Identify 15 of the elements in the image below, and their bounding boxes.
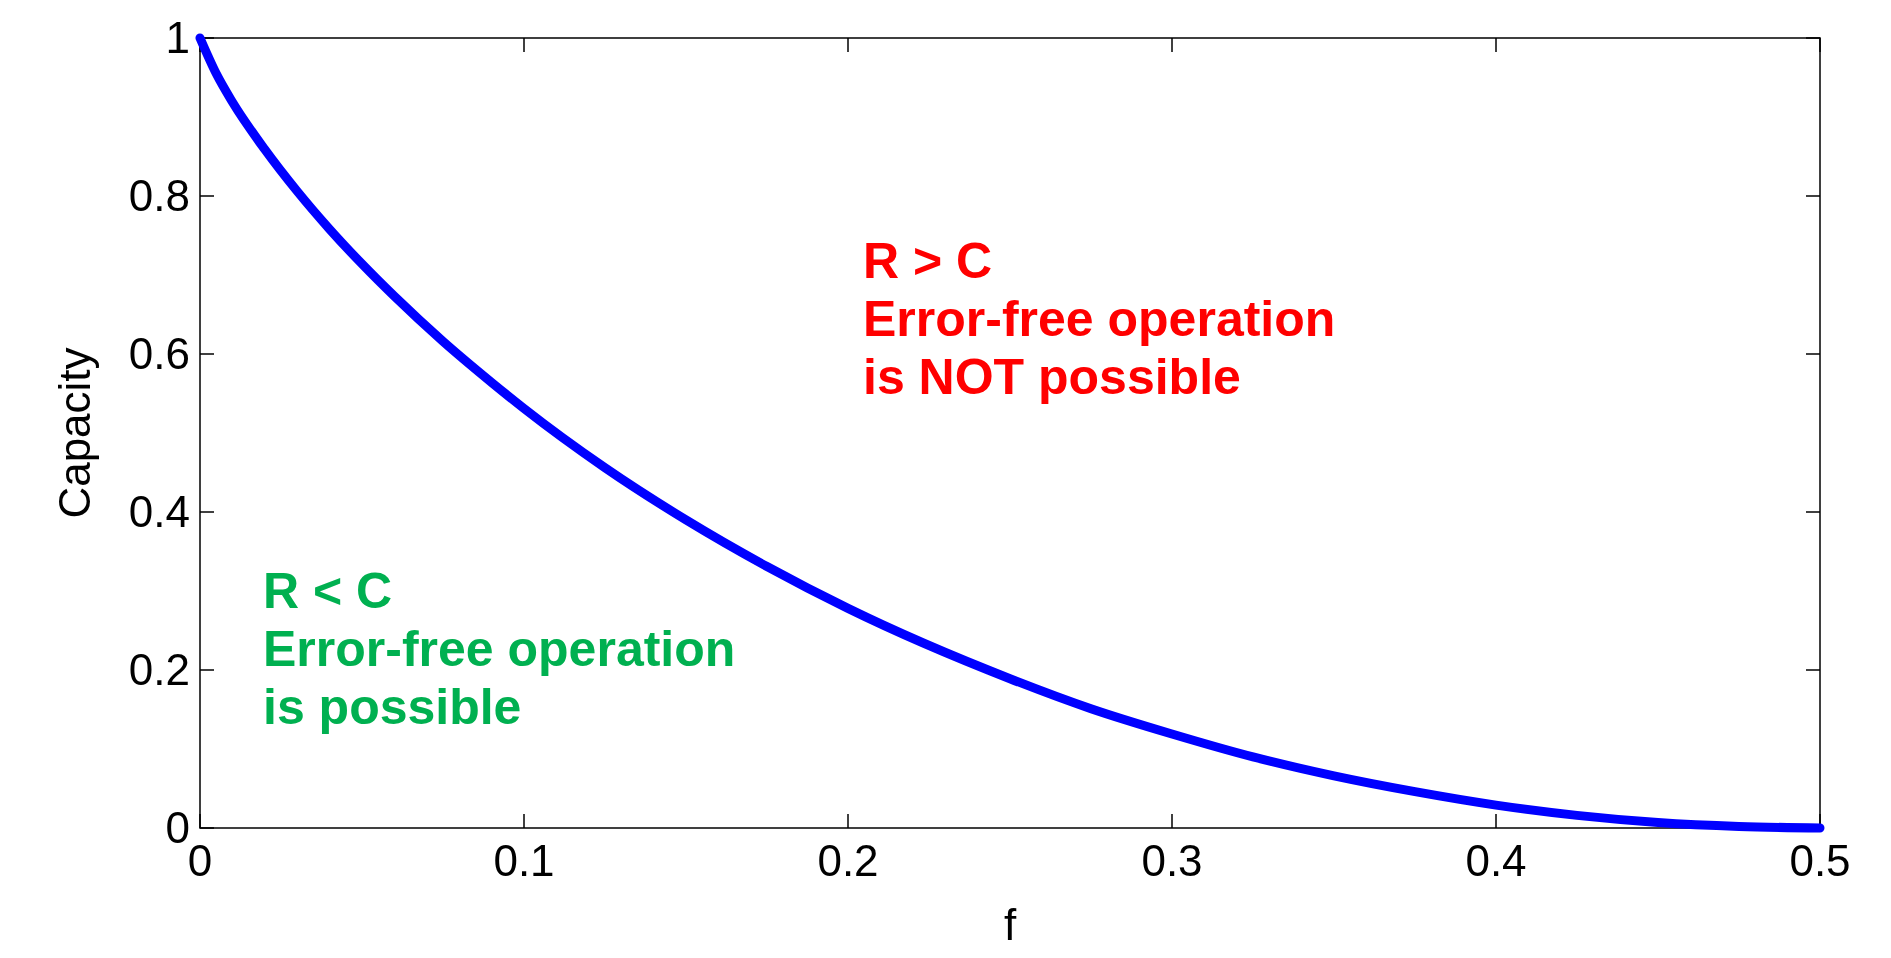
annotation: R > C Error-free operation is NOT possible [863, 233, 1336, 405]
y-axis-title: Capacity [50, 347, 99, 519]
y-tick-label: 0.8 [128, 171, 190, 221]
y-tick-label: 1 [165, 13, 190, 63]
x-tick-label: 0.3 [1141, 836, 1203, 885]
x-tick-label: 0.1 [493, 836, 555, 885]
y-tick-label: 0 [165, 803, 190, 853]
x-tick-label: 0.4 [1465, 836, 1527, 885]
x-tick-label: 0.5 [1789, 836, 1851, 885]
y-tick-label: 0.6 [128, 329, 190, 379]
y-tick-label: 0.4 [128, 487, 190, 537]
x-axis-title: f [1003, 900, 1017, 949]
y-tick-label: 0.2 [128, 645, 190, 695]
annotation: R < C Error-free operation is possible [263, 563, 736, 735]
x-tick-label: 0.2 [817, 836, 879, 885]
